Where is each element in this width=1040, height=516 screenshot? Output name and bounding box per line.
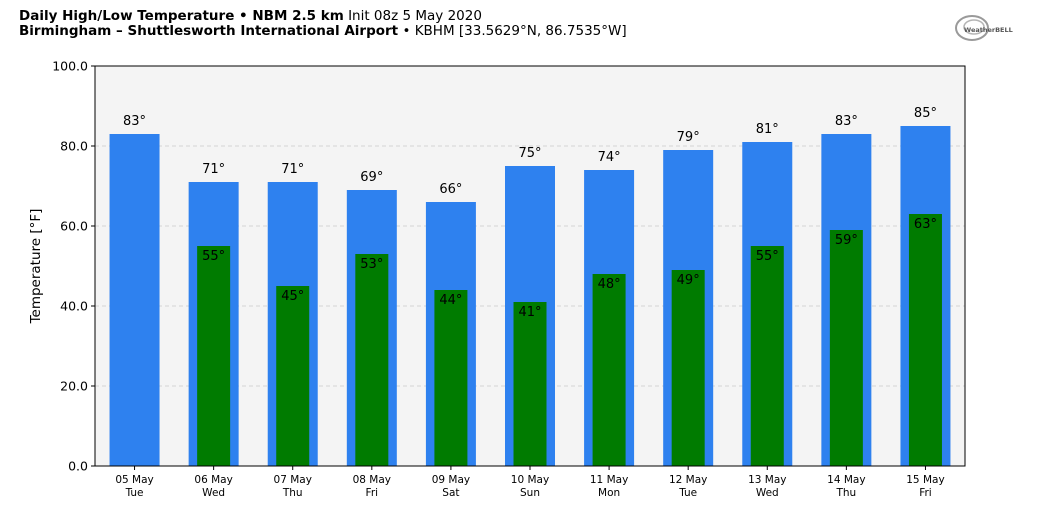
low-temp-label: 45° <box>281 289 304 304</box>
x-tick-date: 07 May <box>274 474 312 486</box>
low-temp-bar <box>434 290 468 466</box>
x-tick-day: Sat <box>442 487 459 499</box>
high-temp-label: 81° <box>756 122 779 137</box>
chart-title: Daily High/Low Temperature • NBM 2.5 km <box>19 8 344 24</box>
high-temp-label: 85° <box>914 106 937 121</box>
x-tick-date: 05 May <box>115 474 153 486</box>
x-tick-day: Fri <box>366 487 379 499</box>
x-tick-day: Wed <box>756 487 779 499</box>
high-temp-label: 71° <box>281 162 304 177</box>
y-tick-label: 100.0 <box>52 59 88 74</box>
low-temp-label: 63° <box>914 217 937 232</box>
title-line-1: Daily High/Low Temperature • NBM 2.5 km … <box>19 9 627 24</box>
x-tick-date: 15 May <box>906 474 944 486</box>
high-temp-label: 83° <box>123 114 146 129</box>
y-tick-label: 60.0 <box>60 219 88 234</box>
init-time: Init 08z 5 May 2020 <box>348 8 482 24</box>
low-temp-bar <box>276 286 310 466</box>
logo-text: WeatherBELL <box>964 26 1013 34</box>
x-tick-day: Thu <box>835 487 856 499</box>
x-tick-day: Wed <box>202 487 225 499</box>
low-temp-bar <box>671 270 705 466</box>
title-line-2: Birmingham – Shuttlesworth International… <box>19 24 627 39</box>
low-temp-label: 59° <box>835 233 858 248</box>
high-temp-label: 74° <box>598 150 621 165</box>
high-temp-label: 66° <box>439 182 462 197</box>
weatherbell-logo: WeatherBELL <box>955 15 1013 41</box>
plot-frame <box>94 65 966 467</box>
x-tick-day: Mon <box>598 487 620 499</box>
x-tick-date: 10 May <box>511 474 549 486</box>
low-temp-label: 55° <box>202 249 225 264</box>
high-temp-label: 71° <box>202 162 225 177</box>
y-tick-label: 80.0 <box>60 139 88 154</box>
x-tick-date: 13 May <box>748 474 786 486</box>
x-tick-day: Tue <box>125 487 144 499</box>
x-tick-date: 12 May <box>669 474 707 486</box>
low-temp-label: 44° <box>439 293 462 308</box>
low-temp-label: 48° <box>598 277 621 292</box>
low-temp-bar <box>197 246 231 466</box>
x-tick-date: 11 May <box>590 474 628 486</box>
y-tick-label: 40.0 <box>60 299 88 314</box>
low-temp-bar <box>592 274 626 466</box>
x-tick-day: Tue <box>678 487 697 499</box>
low-temp-label: 55° <box>756 249 779 264</box>
x-tick-date: 06 May <box>194 474 232 486</box>
high-temp-label: 69° <box>360 170 383 185</box>
chart-header: Daily High/Low Temperature • NBM 2.5 km … <box>19 9 627 39</box>
high-temp-label: 75° <box>518 146 541 161</box>
x-tick-day: Thu <box>282 487 303 499</box>
low-temp-label: 41° <box>518 305 541 320</box>
low-temp-bar <box>908 214 942 466</box>
low-temp-bar <box>355 254 389 466</box>
x-tick-date: 14 May <box>827 474 865 486</box>
station-coordinates: • KBHM [33.5629°N, 86.7535°W] <box>402 23 627 39</box>
y-tick-label: 20.0 <box>60 379 88 394</box>
high-temp-label: 83° <box>835 114 858 129</box>
x-tick-day: Sun <box>520 487 540 499</box>
low-temp-label: 49° <box>677 273 700 288</box>
low-temp-bar <box>513 302 547 466</box>
low-temp-label: 53° <box>360 257 383 272</box>
y-tick-label: 0.0 <box>68 459 88 474</box>
station-name: Birmingham – Shuttlesworth International… <box>19 23 399 39</box>
high-temp-label: 79° <box>677 130 700 145</box>
x-tick-date: 09 May <box>432 474 470 486</box>
x-tick-day: Fri <box>919 487 932 499</box>
x-tick-date: 08 May <box>353 474 391 486</box>
high-temp-bar <box>109 134 160 466</box>
low-temp-bar <box>829 230 863 466</box>
low-temp-bar <box>750 246 784 466</box>
y-axis-label: Temperature [°F] <box>28 209 44 325</box>
